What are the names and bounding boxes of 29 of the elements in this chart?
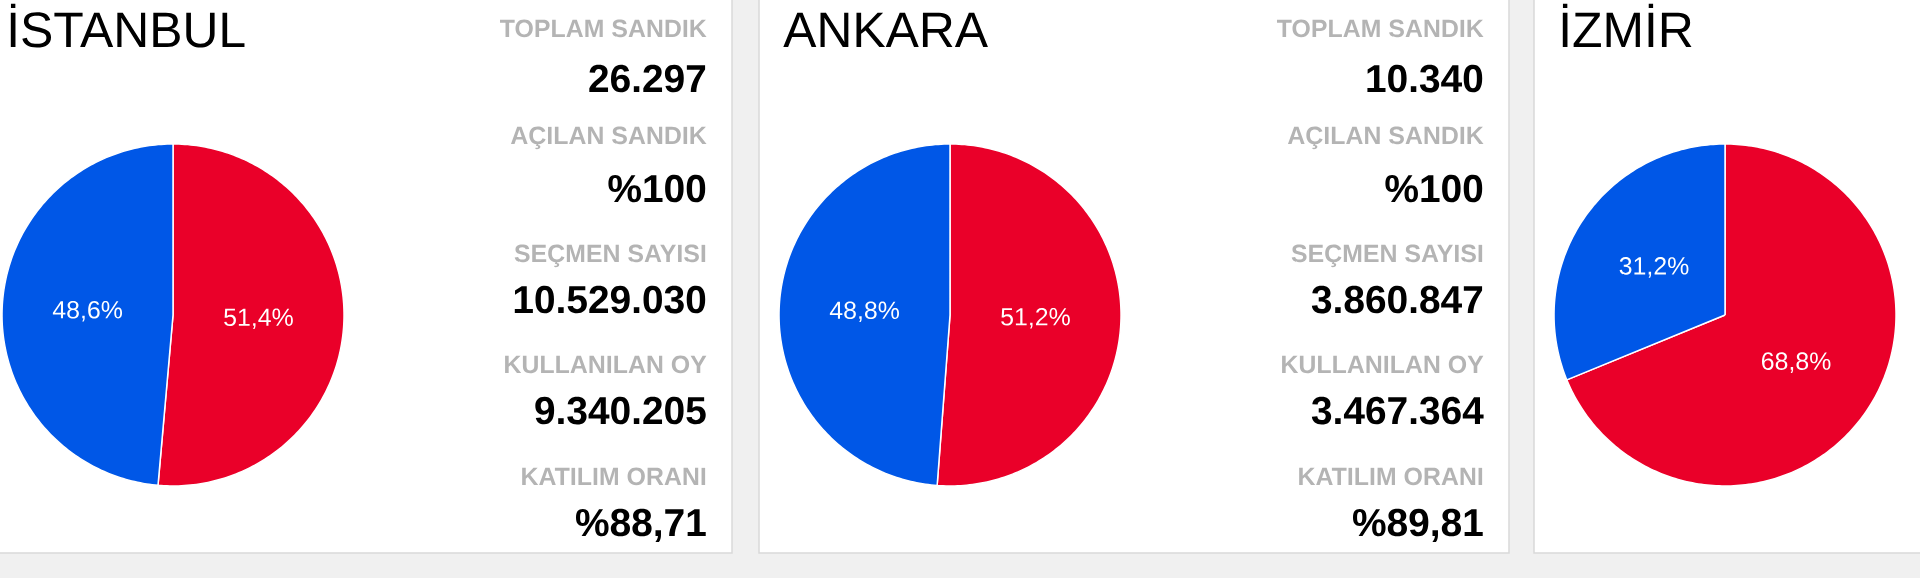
chart-title: İSTANBUL [10,3,245,48]
text: %88,71 [576,508,706,542]
text: %100 [1385,174,1483,203]
text: KATILIM ORANI [1299,467,1483,486]
text: 3.467.364 [1311,396,1484,425]
text: KULLANILAN OY [1282,355,1484,374]
text: KATILIM ORANI [522,467,706,486]
text: %100 [608,174,706,203]
text: SEÇMEN SAYISI [514,244,706,268]
data-label: 51,4% [224,308,293,329]
text: 9.340.205 [535,396,706,425]
chart-title: ANKARA [783,12,988,47]
text: %89,81 [1353,508,1483,542]
text: TOPLAM SANDIK [1276,19,1484,38]
text: 10.529.030 [514,285,706,314]
text: 26.297 [589,64,706,93]
text: TOPLAM SANDIK [500,19,707,38]
data-label: 68,8% [1762,352,1831,373]
chart-title: İZMİR [1562,3,1692,47]
text: AÇILAN SANDIK [1287,126,1484,150]
text: 3.860.847 [1311,285,1483,314]
data-label: 31,2% [1619,257,1689,278]
text: AÇILAN SANDIK [510,126,707,150]
data-label: 48,8% [829,301,900,323]
data-label: 51,2% [1001,307,1070,329]
data-label: 48,6% [52,300,123,322]
text: 10.340 [1367,64,1483,93]
text: KULLANILAN OY [505,355,707,374]
text: SEÇMEN SAYISI [1291,244,1483,268]
